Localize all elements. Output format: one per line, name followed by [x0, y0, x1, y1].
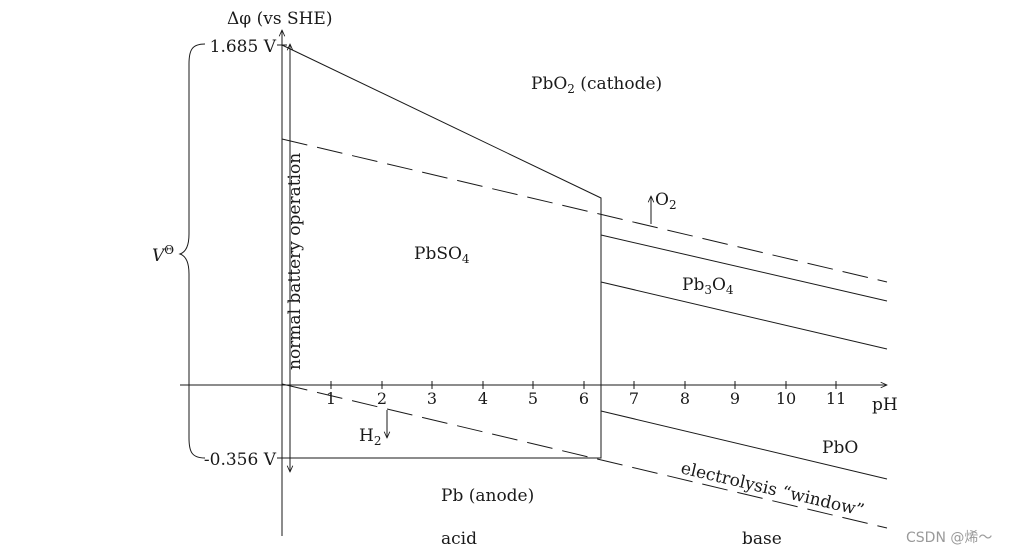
y-mark-upper: 1.685 V — [210, 37, 277, 57]
v-theta-label: VΘ — [152, 243, 174, 266]
x-tick-label: 5 — [528, 389, 538, 408]
pbo2-pb3o4-boundary — [600, 234, 888, 302]
hydrogen-evolution-line — [281, 383, 888, 529]
x-tick-label: 9 — [730, 389, 740, 408]
normal-operation-label: normal battery operation — [285, 153, 305, 370]
x-tick-label: 2 — [377, 389, 387, 408]
x-tick-label: 3 — [427, 389, 437, 408]
o2-label: O2 — [655, 190, 677, 212]
pb3o4-pbo-boundary — [600, 281, 888, 350]
pbso4-region-boundary — [281, 44, 602, 459]
y-mark-lower: -0.356 V — [204, 450, 277, 470]
watermark: CSDN @烯～ — [906, 530, 992, 546]
x-tick-label: 7 — [629, 389, 639, 408]
pb3o4-label: Pb3O4 — [682, 275, 734, 297]
h2-label: H2 — [359, 426, 381, 448]
oxygen-evolution-line — [281, 138, 888, 283]
x-axis-label: pH — [872, 395, 898, 415]
x-tick-label: 1 — [326, 389, 336, 408]
x-tick-labels: 1 2 3 4 5 6 7 8 9 10 11 — [326, 389, 846, 408]
pb-anode-label: Pb (anode) — [441, 486, 534, 506]
x-tick-label: 8 — [680, 389, 690, 408]
x-tick-label: 6 — [579, 389, 589, 408]
acid-label: acid — [441, 529, 477, 549]
base-label: base — [742, 529, 782, 549]
pbo2-cathode-label: PbO2 (cathode) — [531, 74, 662, 96]
x-tick-label: 11 — [826, 389, 846, 408]
pbo-pb-boundary — [600, 410, 888, 480]
x-tick-marks — [330, 381, 837, 389]
y-axis-label: Δφ (vs SHE) — [227, 9, 332, 29]
v-theta-brace — [178, 43, 206, 459]
x-tick-label: 4 — [478, 389, 488, 408]
x-tick-label: 10 — [776, 389, 796, 408]
pbo-label: PbO — [822, 438, 858, 458]
pbso4-label: PbSO4 — [414, 244, 470, 266]
